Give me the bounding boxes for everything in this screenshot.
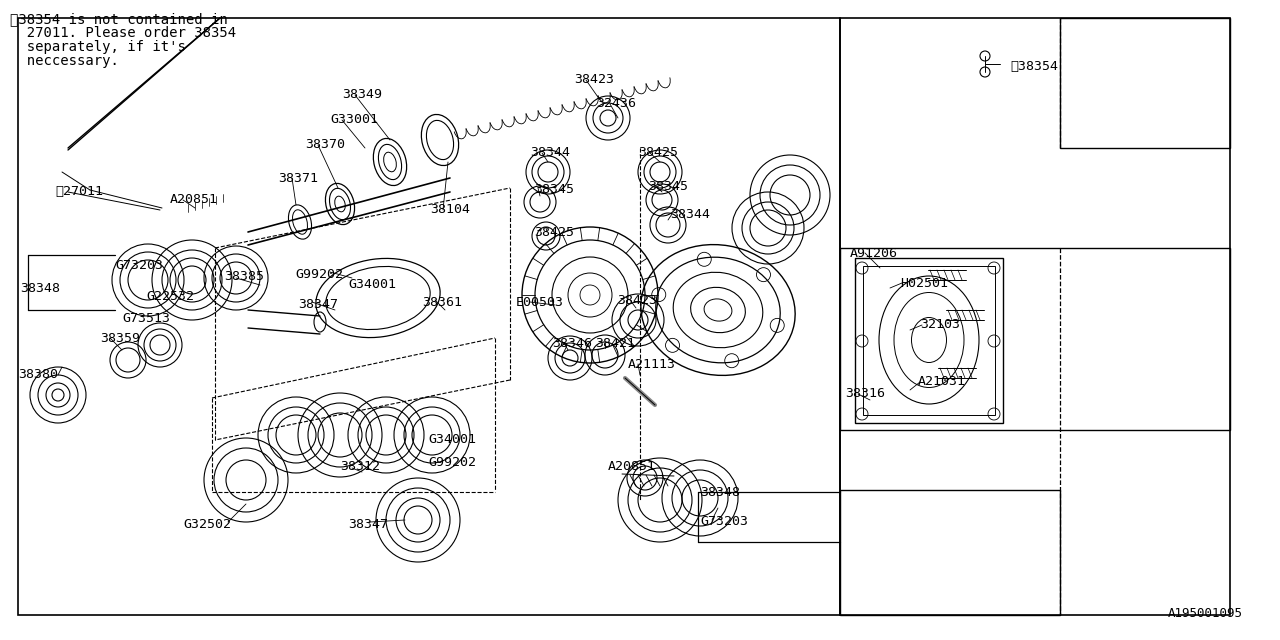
- Text: 38385: 38385: [224, 270, 264, 283]
- Text: 38312: 38312: [340, 460, 380, 473]
- Bar: [18, 18, 840, 615]
- Text: 38348: 38348: [20, 282, 60, 295]
- Text: 38371: 38371: [278, 172, 317, 185]
- Text: 27011. Please order 38354: 27011. Please order 38354: [10, 26, 236, 40]
- Text: 38421: 38421: [595, 337, 635, 350]
- Text: G33001: G33001: [330, 113, 378, 126]
- Text: 38423: 38423: [573, 73, 614, 86]
- Text: ※27011: ※27011: [55, 185, 102, 198]
- Text: A91206: A91206: [850, 247, 899, 260]
- Text: ※38354 is not contained in: ※38354 is not contained in: [10, 12, 228, 26]
- Bar: [1060, 18, 1230, 148]
- Text: 38344: 38344: [669, 208, 710, 221]
- Text: 38345: 38345: [648, 180, 689, 193]
- Bar: [855, 258, 1004, 423]
- Text: G34001: G34001: [348, 278, 396, 291]
- Text: neccessary.: neccessary.: [10, 54, 119, 68]
- Text: 38345: 38345: [534, 183, 573, 196]
- Text: 38347: 38347: [348, 518, 388, 531]
- Bar: [840, 18, 1230, 615]
- Text: ※38354: ※38354: [1010, 60, 1059, 73]
- Text: 38425: 38425: [637, 146, 678, 159]
- Bar: [840, 248, 1230, 430]
- Text: 38347: 38347: [298, 298, 338, 311]
- Text: H02501: H02501: [900, 277, 948, 290]
- Text: G32502: G32502: [183, 518, 230, 531]
- Text: A20851: A20851: [608, 460, 657, 473]
- Text: 38425: 38425: [534, 226, 573, 239]
- Text: G99202: G99202: [428, 456, 476, 469]
- Text: 32436: 32436: [596, 97, 636, 110]
- Text: A195001095: A195001095: [1169, 607, 1243, 620]
- Text: 38361: 38361: [422, 296, 462, 309]
- Text: E00503: E00503: [516, 296, 564, 309]
- Text: 32103: 32103: [920, 318, 960, 331]
- Bar: [840, 490, 1060, 615]
- Bar: [863, 266, 995, 415]
- Text: 38370: 38370: [305, 138, 346, 151]
- Text: G34001: G34001: [428, 433, 476, 446]
- Text: separately, if it's: separately, if it's: [10, 40, 186, 54]
- Text: 38316: 38316: [845, 387, 884, 400]
- Text: G73203: G73203: [700, 515, 748, 528]
- Text: A20851: A20851: [170, 193, 218, 206]
- Text: 38359: 38359: [100, 332, 140, 345]
- Text: G73203: G73203: [115, 259, 163, 272]
- Text: 38349: 38349: [342, 88, 381, 101]
- Text: 38423: 38423: [617, 294, 657, 307]
- Text: 38344: 38344: [530, 146, 570, 159]
- Text: 38346: 38346: [552, 337, 593, 350]
- Text: 38104: 38104: [430, 203, 470, 216]
- Text: G73513: G73513: [122, 312, 170, 325]
- Text: G22532: G22532: [146, 290, 195, 303]
- Text: 38380: 38380: [18, 368, 58, 381]
- Text: 38348: 38348: [700, 486, 740, 499]
- Text: A21113: A21113: [628, 358, 676, 371]
- Text: A21031: A21031: [918, 375, 966, 388]
- Text: G99202: G99202: [294, 268, 343, 281]
